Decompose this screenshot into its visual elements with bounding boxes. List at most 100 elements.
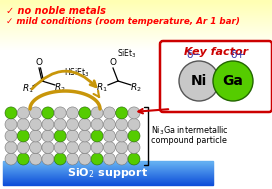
Circle shape bbox=[103, 119, 115, 130]
Text: ✓ no noble metals: ✓ no noble metals bbox=[6, 6, 106, 16]
Circle shape bbox=[79, 107, 91, 119]
Bar bbox=[0, 49, 272, 50]
Bar bbox=[0, 19, 272, 20]
Circle shape bbox=[5, 107, 17, 119]
Circle shape bbox=[66, 142, 79, 153]
Bar bbox=[0, 38, 272, 39]
Bar bbox=[0, 35, 272, 36]
Circle shape bbox=[79, 130, 91, 142]
Bar bbox=[0, 24, 272, 25]
Circle shape bbox=[42, 153, 54, 165]
Text: δ−: δ− bbox=[186, 50, 202, 60]
Bar bbox=[0, 1, 272, 2]
Circle shape bbox=[17, 107, 29, 119]
Text: Ni$_3$Ga intermetallic: Ni$_3$Ga intermetallic bbox=[151, 125, 229, 137]
Circle shape bbox=[5, 130, 17, 142]
Circle shape bbox=[54, 107, 66, 119]
Bar bbox=[0, 50, 272, 189]
Circle shape bbox=[128, 119, 140, 130]
Circle shape bbox=[54, 130, 66, 142]
Bar bbox=[3, 177, 213, 178]
Circle shape bbox=[179, 61, 219, 101]
Circle shape bbox=[54, 153, 66, 165]
Bar bbox=[3, 164, 213, 165]
Bar bbox=[3, 173, 213, 174]
Text: O: O bbox=[110, 58, 116, 67]
Bar bbox=[0, 3, 272, 4]
Circle shape bbox=[30, 142, 42, 153]
Bar bbox=[0, 20, 272, 21]
Text: $R_2$: $R_2$ bbox=[130, 82, 142, 94]
Bar bbox=[3, 174, 213, 175]
Bar bbox=[0, 39, 272, 40]
Bar bbox=[3, 163, 213, 164]
Circle shape bbox=[116, 107, 128, 119]
Bar bbox=[0, 31, 272, 32]
Circle shape bbox=[42, 107, 54, 119]
Bar bbox=[0, 25, 272, 26]
Circle shape bbox=[30, 130, 42, 142]
Bar bbox=[3, 176, 213, 177]
Bar bbox=[0, 17, 272, 18]
Bar bbox=[3, 175, 213, 176]
Bar bbox=[3, 170, 213, 171]
Bar bbox=[3, 172, 213, 173]
FancyBboxPatch shape bbox=[160, 41, 272, 112]
Bar bbox=[0, 11, 272, 12]
Text: ✓ mild conditions (room temperature, Ar 1 bar): ✓ mild conditions (room temperature, Ar … bbox=[6, 17, 240, 26]
Circle shape bbox=[91, 119, 103, 130]
Circle shape bbox=[17, 119, 29, 130]
Circle shape bbox=[103, 153, 115, 165]
Bar bbox=[3, 180, 213, 181]
Bar bbox=[0, 18, 272, 19]
Bar bbox=[0, 9, 272, 10]
Bar bbox=[0, 36, 272, 37]
Bar bbox=[0, 43, 272, 44]
Circle shape bbox=[116, 130, 128, 142]
Text: Key factor: Key factor bbox=[184, 47, 248, 57]
Circle shape bbox=[79, 119, 91, 130]
Circle shape bbox=[42, 119, 54, 130]
Circle shape bbox=[91, 153, 103, 165]
Bar bbox=[0, 26, 272, 27]
Bar bbox=[3, 178, 213, 179]
Circle shape bbox=[91, 142, 103, 153]
Bar bbox=[0, 6, 272, 7]
Bar bbox=[0, 8, 272, 9]
Bar bbox=[0, 4, 272, 5]
Circle shape bbox=[103, 142, 115, 153]
Bar bbox=[0, 23, 272, 24]
Text: $R_2$: $R_2$ bbox=[54, 82, 66, 94]
Bar bbox=[3, 171, 213, 172]
Circle shape bbox=[66, 107, 79, 119]
Text: SiO$_2$ support: SiO$_2$ support bbox=[67, 166, 149, 180]
Bar bbox=[0, 47, 272, 48]
Bar bbox=[0, 48, 272, 49]
Bar bbox=[0, 14, 272, 15]
Bar bbox=[0, 34, 272, 35]
FancyArrowPatch shape bbox=[32, 71, 96, 89]
Circle shape bbox=[17, 153, 29, 165]
Circle shape bbox=[5, 142, 17, 153]
Bar bbox=[0, 40, 272, 41]
Bar bbox=[0, 5, 272, 6]
Text: $R_1$: $R_1$ bbox=[22, 83, 34, 95]
Circle shape bbox=[30, 153, 42, 165]
Bar bbox=[3, 162, 213, 163]
Bar bbox=[3, 184, 213, 185]
Circle shape bbox=[116, 142, 128, 153]
Circle shape bbox=[91, 130, 103, 142]
Text: O: O bbox=[36, 58, 42, 67]
Bar bbox=[0, 16, 272, 17]
Circle shape bbox=[79, 153, 91, 165]
Bar bbox=[3, 179, 213, 180]
Bar bbox=[3, 168, 213, 169]
Bar bbox=[0, 33, 272, 34]
Bar bbox=[0, 29, 272, 30]
Circle shape bbox=[128, 107, 140, 119]
Circle shape bbox=[30, 107, 42, 119]
Circle shape bbox=[42, 130, 54, 142]
Bar bbox=[3, 161, 213, 162]
Bar bbox=[0, 41, 272, 42]
Bar bbox=[3, 181, 213, 182]
